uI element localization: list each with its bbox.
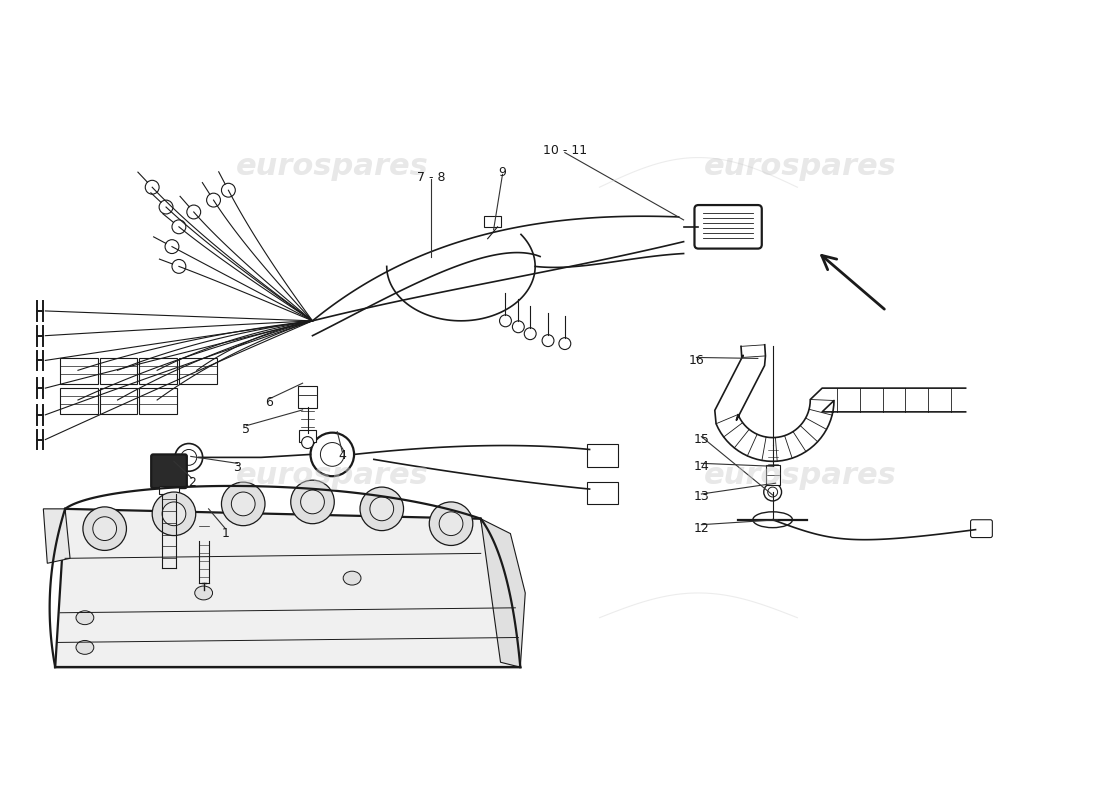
Circle shape xyxy=(165,240,179,254)
Ellipse shape xyxy=(343,571,361,585)
Circle shape xyxy=(221,183,235,197)
FancyBboxPatch shape xyxy=(484,217,500,227)
Text: eurospares: eurospares xyxy=(704,152,896,181)
Bar xyxy=(179,358,217,384)
Text: 6: 6 xyxy=(265,397,273,410)
FancyBboxPatch shape xyxy=(160,486,179,494)
Circle shape xyxy=(207,193,220,207)
Text: 14: 14 xyxy=(693,460,710,473)
Circle shape xyxy=(370,497,394,521)
Circle shape xyxy=(92,517,117,541)
Text: eurospares: eurospares xyxy=(235,152,429,181)
Circle shape xyxy=(152,492,196,535)
Circle shape xyxy=(301,437,314,449)
Text: eurospares: eurospares xyxy=(704,461,896,490)
Polygon shape xyxy=(481,518,526,667)
Bar xyxy=(60,388,98,414)
Circle shape xyxy=(160,200,173,214)
Bar xyxy=(140,388,177,414)
Polygon shape xyxy=(194,517,213,541)
Circle shape xyxy=(172,259,186,274)
Text: 2: 2 xyxy=(188,476,196,489)
FancyBboxPatch shape xyxy=(766,466,780,485)
Circle shape xyxy=(145,180,160,194)
Ellipse shape xyxy=(76,641,94,654)
Ellipse shape xyxy=(76,610,94,625)
Text: 13: 13 xyxy=(693,490,710,503)
Circle shape xyxy=(290,480,334,524)
Circle shape xyxy=(542,334,554,346)
Circle shape xyxy=(310,433,354,476)
Bar xyxy=(100,388,138,414)
Text: 15: 15 xyxy=(693,433,710,446)
Text: 5: 5 xyxy=(242,423,250,436)
FancyBboxPatch shape xyxy=(298,430,317,442)
Circle shape xyxy=(175,443,202,471)
Text: 1: 1 xyxy=(221,527,230,540)
Circle shape xyxy=(187,205,200,219)
Circle shape xyxy=(499,315,512,326)
FancyBboxPatch shape xyxy=(970,520,992,538)
Text: 7 - 8: 7 - 8 xyxy=(417,171,446,184)
Circle shape xyxy=(429,502,473,546)
Circle shape xyxy=(525,328,536,340)
FancyBboxPatch shape xyxy=(151,454,187,488)
Circle shape xyxy=(221,482,265,526)
Circle shape xyxy=(763,483,782,501)
Circle shape xyxy=(231,492,255,516)
Circle shape xyxy=(82,507,126,550)
Circle shape xyxy=(300,490,324,514)
Circle shape xyxy=(162,502,186,526)
Text: 10 - 11: 10 - 11 xyxy=(542,144,587,157)
Ellipse shape xyxy=(195,586,212,600)
Text: 4: 4 xyxy=(339,449,346,462)
Text: 3: 3 xyxy=(233,461,241,474)
Ellipse shape xyxy=(752,512,792,528)
FancyBboxPatch shape xyxy=(587,482,618,505)
FancyBboxPatch shape xyxy=(694,205,762,249)
Text: 16: 16 xyxy=(689,354,704,367)
Circle shape xyxy=(180,450,197,466)
FancyBboxPatch shape xyxy=(160,526,179,534)
Circle shape xyxy=(360,487,404,530)
Circle shape xyxy=(172,220,186,234)
Bar xyxy=(60,358,98,384)
Circle shape xyxy=(559,338,571,350)
Circle shape xyxy=(513,321,525,333)
Bar xyxy=(140,358,177,384)
FancyBboxPatch shape xyxy=(298,386,318,408)
Polygon shape xyxy=(55,509,520,667)
Text: 12: 12 xyxy=(693,522,710,535)
Bar xyxy=(100,358,138,384)
Text: eurospares: eurospares xyxy=(235,461,429,490)
Circle shape xyxy=(439,512,463,535)
Text: 9: 9 xyxy=(498,166,506,179)
FancyBboxPatch shape xyxy=(587,444,618,466)
Circle shape xyxy=(320,442,344,466)
Polygon shape xyxy=(43,509,70,563)
Circle shape xyxy=(768,487,778,497)
